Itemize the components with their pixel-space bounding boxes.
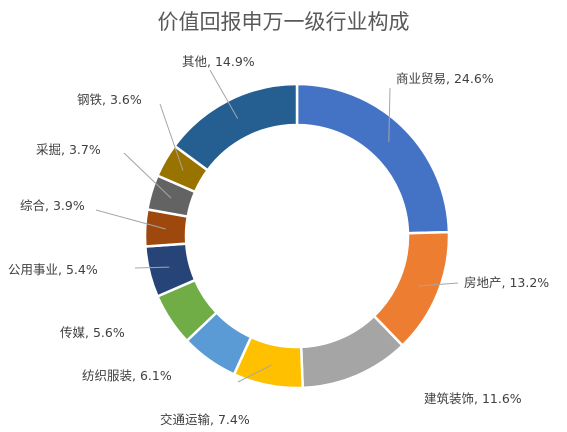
slice-2-leader-line: [418, 282, 459, 287]
slice-1-wedge: [295, 82, 451, 235]
data-labels: 商业贸易, 24.6% 房地产, 13.2% 建筑装饰, 11.6% 交通运输, 7.…: [8, 54, 549, 427]
slice-10-label: 钢铁, 3.6%: [77, 92, 142, 107]
slice-3-label: 建筑装饰, 11.6%: [424, 391, 522, 406]
slice-11-label: 其他, 14.9%: [182, 54, 255, 69]
leader-lines: [95, 69, 459, 383]
slice-4-leader-line: [237, 364, 272, 383]
slice-7-leader-line: [134, 266, 170, 269]
slice-1-label: 商业贸易, 24.6%: [396, 71, 494, 86]
slice-9-leader-line: [123, 152, 172, 199]
slice-5-label: 纺织服装, 6.1%: [82, 368, 172, 383]
slice-2-label: 房地产, 13.2%: [464, 275, 549, 290]
slice-1-leader-line: [388, 87, 391, 142]
slice-6-label: 传媒, 5.6%: [60, 325, 125, 340]
slice-8-label: 综合, 3.9%: [20, 198, 85, 213]
slice-4-label: 交通运输, 7.4%: [160, 412, 250, 427]
slice-9-label: 采掘, 3.7%: [36, 142, 101, 157]
slice-7-label: 公用事业, 5.4%: [8, 262, 98, 277]
slice-10-leader-line: [159, 103, 184, 171]
slice-11-leader-line: [209, 69, 239, 119]
donut-slices: [143, 82, 451, 390]
slice-11-wedge: [172, 82, 299, 172]
slice-8-leader-line: [95, 209, 166, 230]
chart-title: 价值回报申万一级行业构成: [157, 10, 410, 34]
